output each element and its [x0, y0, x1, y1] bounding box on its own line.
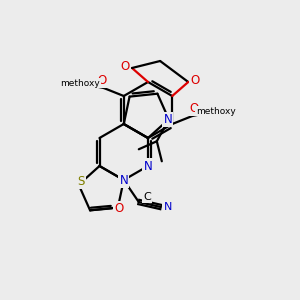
Text: O: O: [115, 202, 124, 215]
Text: O: O: [97, 74, 106, 86]
Text: C: C: [143, 192, 151, 202]
Text: N: N: [144, 160, 152, 172]
Text: N: N: [119, 173, 128, 187]
Text: O: O: [120, 61, 130, 74]
Text: O: O: [190, 101, 199, 115]
Text: methoxy: methoxy: [60, 79, 100, 88]
Text: O: O: [190, 74, 200, 88]
Text: methoxy: methoxy: [196, 106, 236, 116]
Text: N: N: [164, 202, 172, 212]
Text: N: N: [164, 113, 172, 126]
Text: S: S: [77, 175, 84, 188]
